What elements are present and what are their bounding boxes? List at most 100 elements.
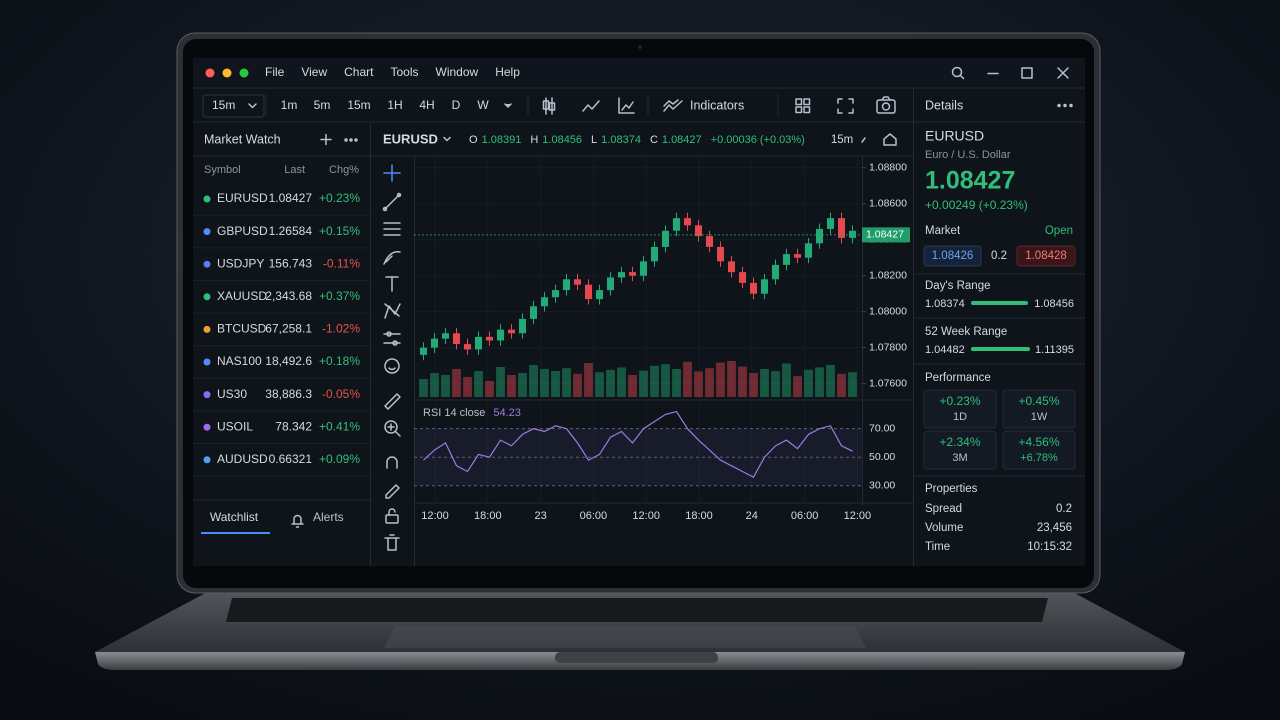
performance-tile [1002, 430, 1076, 470]
column-header: Symbol [204, 164, 241, 176]
change: -1.02% [322, 322, 360, 336]
bid-box[interactable] [923, 245, 982, 267]
y-tick-label: 1.07600 [869, 377, 907, 389]
symbol[interactable]: US30 [217, 387, 247, 401]
toolbar-icons[interactable] [248, 96, 1073, 528]
ohlc-key: O [469, 134, 478, 146]
menu-item[interactable]: Tools [390, 65, 418, 79]
symbol[interactable]: AUDUSD [217, 452, 268, 466]
candle-body [551, 290, 560, 298]
camera [638, 45, 642, 49]
chart-timeframe[interactable]: 15m [831, 134, 853, 146]
symbol[interactable]: BTCUSD [217, 322, 267, 336]
volume-bar [463, 377, 472, 397]
indicators-button[interactable]: Indicators [690, 98, 744, 112]
timeframe-select[interactable] [202, 94, 265, 118]
symbol[interactable]: XAUUSD [217, 289, 267, 303]
window-close-dot[interactable] [205, 68, 215, 78]
ask[interactable]: 1.08428 [1025, 250, 1067, 262]
chart-symbol[interactable]: EURUSD [383, 131, 438, 146]
volume-bar [738, 366, 747, 397]
candle-body [683, 218, 692, 226]
property-name: Spread [925, 503, 962, 515]
symbol-dot [203, 293, 211, 301]
window-controls[interactable] [951, 66, 1069, 80]
trackpad [384, 626, 866, 648]
ohlc-key: L [591, 134, 597, 146]
interval-button[interactable]: D [452, 98, 461, 112]
window-max-dot[interactable] [239, 68, 249, 78]
volume-bar [628, 375, 637, 397]
menu-item[interactable]: File [265, 65, 285, 79]
last-price: 78.342 [275, 419, 312, 433]
last-price: 1.08427 [269, 191, 313, 205]
menu-item[interactable]: Chart [344, 65, 374, 79]
volume-bar [639, 370, 648, 397]
change: +0.23% [319, 191, 360, 205]
last-price-tag [862, 227, 910, 243]
range-high: 1.11395 [1035, 344, 1074, 356]
x-tick-label: 18:00 [474, 510, 502, 522]
range-low: 1.08374 [925, 298, 965, 310]
symbol-dot [203, 391, 211, 399]
window-min-dot[interactable] [222, 68, 232, 78]
tab[interactable]: Alerts [313, 510, 344, 524]
candle-body [694, 225, 703, 237]
candle-body [771, 264, 780, 280]
detail-change: +0.00249 (+0.23%) [925, 198, 1028, 212]
interval-button[interactable]: 4H [419, 98, 434, 112]
volume-bar [529, 365, 538, 397]
interval-button[interactable]: 15m [347, 98, 370, 112]
candle-body [441, 333, 450, 339]
section-label: Performance [925, 372, 991, 384]
candle-body [573, 279, 582, 285]
interval-button[interactable]: 5m [314, 98, 331, 112]
rsi-line [423, 410, 853, 479]
candle-body [826, 218, 835, 229]
symbol-dot [203, 358, 211, 366]
menu-item[interactable]: View [301, 65, 327, 79]
last-price: 2,343.68 [265, 289, 312, 303]
volume-bar [507, 375, 516, 397]
bid[interactable]: 1.08426 [932, 250, 974, 262]
performance-tile [1002, 389, 1076, 429]
last-price: 18,492.6 [265, 354, 312, 368]
section-label: Properties [925, 483, 978, 495]
candle-body [760, 279, 769, 294]
drawing-tools[interactable] [382, 164, 402, 551]
symbol-dot [203, 456, 211, 464]
symbol[interactable]: USOIL [217, 419, 253, 433]
candle-body [848, 230, 857, 238]
candle-body [804, 243, 813, 258]
candle-body [419, 347, 428, 355]
ask-box[interactable] [1016, 245, 1076, 267]
candle-body [606, 277, 615, 291]
property-name: Volume [925, 522, 963, 534]
interval-button[interactable]: 1H [387, 98, 402, 112]
symbol[interactable]: USDJPY [217, 256, 264, 270]
candle-body [430, 338, 439, 348]
last-price-label: 1.08427 [866, 229, 904, 241]
interval-button[interactable]: W [477, 98, 489, 112]
candle-body [705, 236, 714, 247]
candle-body [507, 329, 516, 334]
tab[interactable]: Watchlist [210, 510, 259, 524]
y-tick-label: 1.08000 [869, 305, 907, 317]
symbol-dot [203, 260, 211, 268]
change: +0.37% [319, 289, 360, 303]
symbol[interactable]: GBPUSD [217, 224, 268, 238]
timeframe-select-label[interactable]: 15m [212, 98, 235, 112]
performance-value: +4.56% [1018, 435, 1059, 449]
volume-bar [804, 369, 813, 397]
menu-item[interactable]: Window [436, 65, 479, 79]
symbol[interactable]: EURUSD [217, 191, 268, 205]
interval-button[interactable]: 1m [281, 98, 298, 112]
performance-period: +6.78% [1020, 452, 1058, 464]
candle-body [485, 336, 494, 341]
change: -0.11% [323, 256, 360, 270]
volume-bar [474, 371, 483, 397]
symbol[interactable]: NAS100 [217, 354, 262, 368]
y-tick-label: 70.00 [869, 422, 895, 434]
menu-item[interactable]: Help [495, 65, 520, 79]
symbol-dot [203, 228, 211, 236]
